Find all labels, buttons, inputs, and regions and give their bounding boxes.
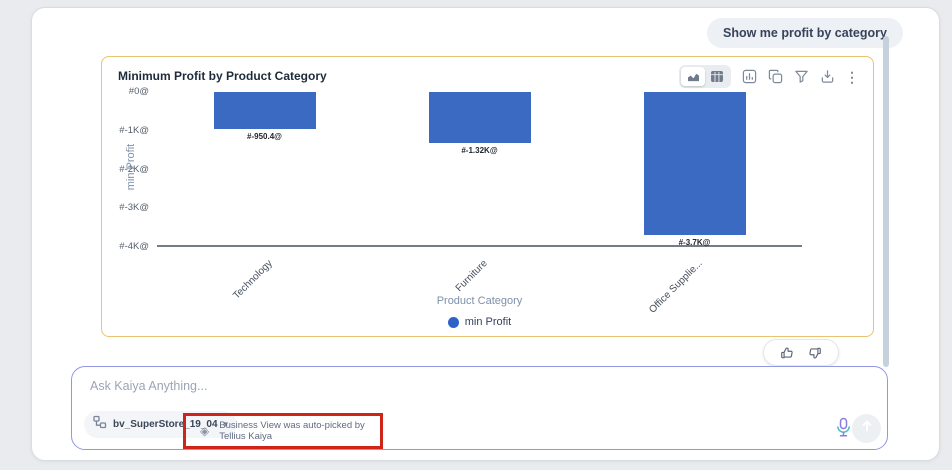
microphone-icon[interactable] — [835, 417, 852, 443]
bar-chart-icon — [685, 69, 701, 85]
copy-icon[interactable] — [767, 69, 783, 85]
annotation-highlight-box: ◈ Business View was auto-picked by Telli… — [183, 413, 383, 449]
plot-area: #0@ #-1K@ #-2K@ #-3K@ #-4K@ Product Category… — [119, 86, 802, 328]
sparkle-diamond-icon: ◈ — [200, 424, 210, 438]
legend-label: min Profit — [464, 316, 512, 328]
chart-legend: min Profit — [157, 316, 802, 328]
y-axis-ticks: #0@ #-1K@ #-2K@ #-3K@ #-4K@ — [95, 86, 149, 252]
view-toggle — [679, 65, 731, 88]
chart-settings-icon[interactable] — [741, 69, 757, 85]
y-tick-label: #-2K@ — [119, 163, 149, 175]
y-tick-label: #-3K@ — [119, 202, 149, 214]
y-tick-label: #0@ — [128, 86, 149, 97]
bar-value-label: #-1.32K@ — [461, 146, 498, 156]
chart-toolbar: ⋮ — [679, 65, 859, 88]
ask-input-placeholder: Ask Kaiya Anything... — [90, 379, 208, 393]
suggestion-chip-label: Show me profit by category — [723, 26, 887, 40]
ask-input-container[interactable]: Ask Kaiya Anything... bv_SuperStore_19_0… — [71, 366, 888, 450]
more-options-icon[interactable]: ⋮ — [845, 68, 859, 85]
chart-view-button[interactable] — [681, 67, 705, 86]
bar-furniture[interactable] — [428, 92, 531, 144]
chart-title: Minimum Profit by Product Category — [118, 69, 327, 83]
x-axis-title: Product Category — [436, 295, 523, 307]
y-tick-label: #-1K@ — [119, 124, 149, 136]
bar-value-label: #-950.4@ — [247, 131, 282, 141]
vertical-scrollbar[interactable] — [883, 36, 889, 367]
table-icon — [709, 69, 725, 85]
export-icon[interactable] — [819, 69, 835, 85]
auto-pick-notice-text: Business View was auto-picked by Tellius… — [219, 420, 365, 442]
chart-card: Minimum Profit by Product Category — [101, 56, 874, 337]
chevron-down-icon: ▾ — [223, 419, 229, 429]
send-button[interactable] — [852, 414, 881, 443]
table-view-button[interactable] — [705, 67, 729, 86]
main-panel: Show me profit by category Minimum Profi… — [31, 7, 940, 461]
y-tick-label: #-4K@ — [119, 241, 149, 252]
legend-dot — [447, 316, 459, 328]
bar-office-supplie-[interactable] — [643, 92, 746, 236]
bar-technology[interactable] — [213, 92, 316, 129]
business-view-icon — [93, 415, 107, 434]
suggestion-chip[interactable]: Show me profit by category — [707, 18, 903, 48]
thumbs-down-icon[interactable] — [808, 346, 822, 360]
feedback-pill — [763, 339, 839, 366]
thumbs-up-icon[interactable] — [780, 346, 794, 360]
business-view-label: bv_SuperStore_19_04 — [113, 419, 218, 430]
filter-icon[interactable] — [793, 69, 809, 85]
send-arrow-icon — [860, 419, 874, 438]
bar-value-label: #-3.7K@ — [678, 238, 711, 248]
